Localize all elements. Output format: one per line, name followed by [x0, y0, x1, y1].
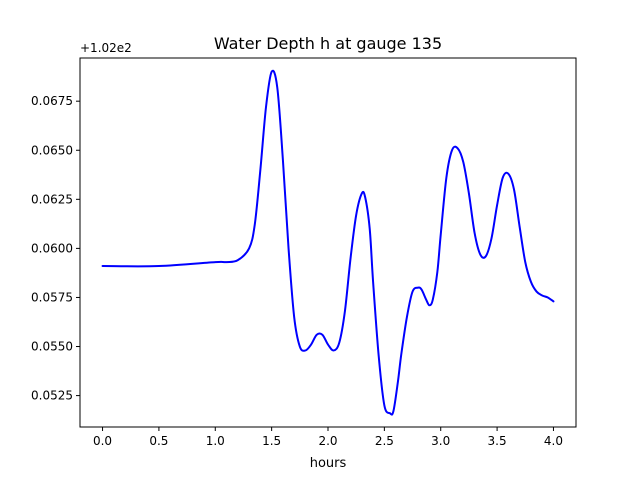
x-tick-label: 0.0	[93, 434, 112, 448]
y-tick-label: 0.0575	[31, 290, 73, 304]
x-tick-label: 2.5	[375, 434, 394, 448]
y-tick-label: 0.0650	[31, 143, 73, 157]
chart-title: Water Depth h at gauge 135	[214, 34, 442, 53]
y-axis: 0.0525 0.0550 0.0575 0.0600 0.0625 0.0650 0.06…	[31, 94, 80, 403]
x-axis-label: hours	[310, 456, 347, 471]
series-line	[101, 69, 555, 416]
x-tick-label: 2.0	[318, 434, 337, 448]
plot-area	[80, 58, 576, 427]
x-tick-label: 1.0	[206, 434, 225, 448]
x-tick-label: 3.0	[431, 434, 450, 448]
y-offset-label: +1.02e2	[80, 41, 132, 55]
x-axis: 0.0 0.5 1.0 1.5 2.0 2.5 3.0 3.5 4.0	[93, 427, 563, 448]
y-tick-label: 0.0525	[31, 389, 73, 403]
x-tick-label: 1.5	[262, 434, 281, 448]
x-tick-label: 0.5	[149, 434, 168, 448]
y-tick-label: 0.0675	[31, 94, 73, 108]
plot-frame	[79, 57, 577, 428]
y-tick-label: 0.0625	[31, 192, 73, 206]
y-tick-label: 0.0550	[31, 340, 73, 354]
x-tick-label: 4.0	[544, 434, 563, 448]
plot-layer	[101, 69, 555, 416]
x-tick-label: 3.5	[488, 434, 507, 448]
y-tick-label: 0.0600	[31, 241, 73, 255]
